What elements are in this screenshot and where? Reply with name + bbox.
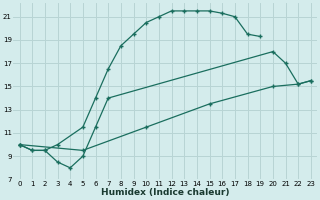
X-axis label: Humidex (Indice chaleur): Humidex (Indice chaleur) bbox=[101, 188, 229, 197]
